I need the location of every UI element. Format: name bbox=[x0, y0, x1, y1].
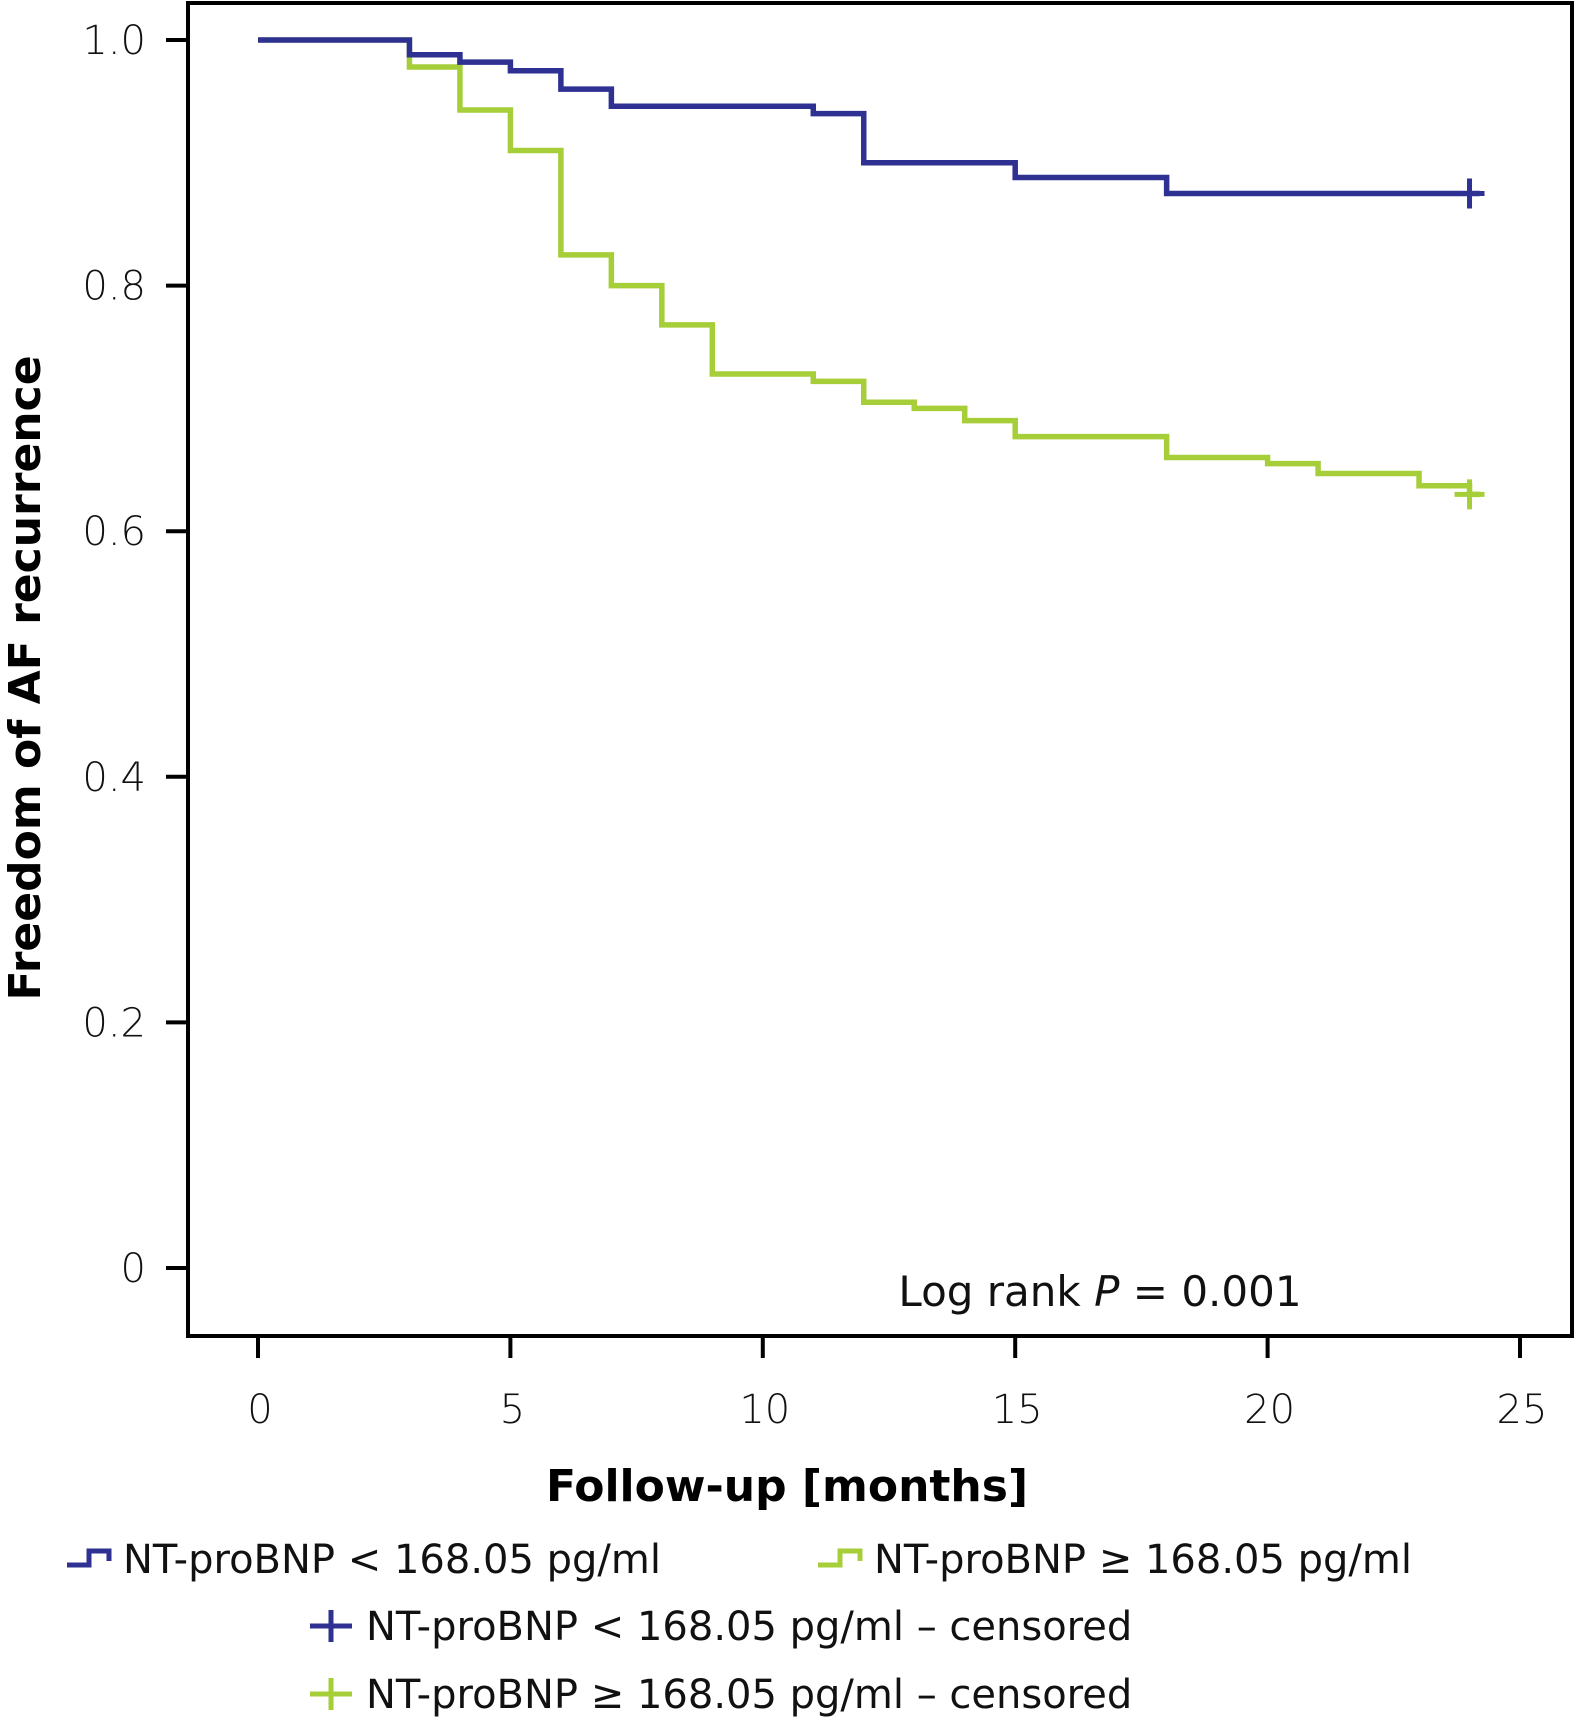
plot-border bbox=[186, 1, 1574, 1338]
legend-item: NT-proBNP < 168.05 pg/ml – censored bbox=[310, 1604, 1132, 1650]
y-axis: 0 0.2 0.4 0.6 0.8 1.0 bbox=[82, 18, 188, 1292]
legend-step-icon bbox=[818, 1548, 863, 1568]
legend-item: NT-proBNP ≥ 168.05 pg/ml bbox=[818, 1537, 1412, 1583]
annotation-suffix: = 0.001 bbox=[1119, 1267, 1301, 1316]
legend: NT-proBNP < 168.05 pg/ml NT-proBNP ≥ 168.… bbox=[67, 1537, 1412, 1718]
legend-step-icon bbox=[67, 1548, 112, 1568]
plot-frame bbox=[186, 1, 1574, 1338]
annotation-p: P bbox=[1094, 1267, 1120, 1316]
annotation-prefix: Log rank bbox=[898, 1267, 1094, 1316]
y-tick-label: 0.2 bbox=[82, 1000, 146, 1046]
y-tick-label: 0.4 bbox=[82, 755, 146, 801]
x-tick-label: 0 bbox=[247, 1387, 272, 1433]
log-rank-annotation: Log rank P = 0.001 bbox=[898, 1267, 1301, 1316]
y-tick-label: 1.0 bbox=[82, 18, 146, 64]
series-layer bbox=[258, 37, 1485, 510]
y-axis-title: Freedom of AF recurrence bbox=[0, 355, 51, 1000]
legend-label: NT-proBNP ≥ 168.05 pg/ml bbox=[874, 1537, 1412, 1583]
x-tick-label: 5 bbox=[500, 1387, 525, 1433]
x-tick-label: 15 bbox=[992, 1387, 1043, 1433]
x-tick-label: 25 bbox=[1497, 1387, 1548, 1433]
series-line-0 bbox=[258, 37, 1480, 197]
x-axis-title: Follow-up [months] bbox=[546, 1461, 1028, 1512]
series-line-1 bbox=[258, 37, 1480, 498]
legend-item: NT-proBNP < 168.05 pg/ml bbox=[67, 1537, 661, 1583]
x-tick-label: 20 bbox=[1244, 1387, 1295, 1433]
y-tick-label: 0.8 bbox=[82, 264, 146, 310]
x-axis: 0 5 10 15 20 25 bbox=[247, 1336, 1547, 1433]
legend-label: NT-proBNP < 168.05 pg/ml – censored bbox=[366, 1604, 1132, 1650]
legend-label: NT-proBNP < 168.05 pg/ml bbox=[123, 1537, 661, 1583]
legend-label: NT-proBNP ≥ 168.05 pg/ml – censored bbox=[366, 1672, 1132, 1718]
x-tick-label: 10 bbox=[739, 1387, 790, 1433]
y-tick-label: 0.6 bbox=[82, 509, 146, 555]
y-tick-label: 0 bbox=[121, 1246, 146, 1292]
legend-item: NT-proBNP ≥ 168.05 pg/ml – censored bbox=[310, 1672, 1132, 1718]
